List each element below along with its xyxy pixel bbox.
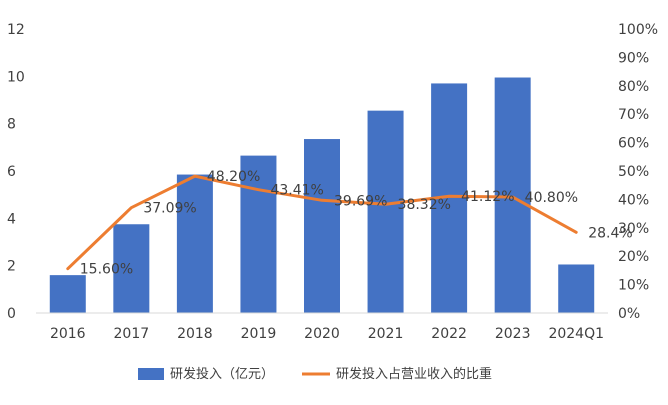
data-labels-group: 15.60% 37.09% 48.20% 43.41% 39.69% 38.32% 41.1…: [80, 169, 633, 278]
data-label-2022: 41.12%: [461, 189, 514, 205]
y-left-axis-group: 0 2 4 6 8 10 12: [7, 22, 25, 322]
data-label-2021: 38.32%: [398, 197, 451, 213]
y-right-tick-40pct: 40%: [618, 192, 649, 208]
y-left-tick-12: 12: [7, 22, 25, 38]
legend-line-label: 研发投入占营业收入的比重: [336, 366, 492, 382]
x-tick-2017: 2017: [114, 326, 150, 342]
data-label-2017: 37.09%: [143, 201, 196, 217]
data-label-2018: 48.20%: [207, 169, 260, 185]
legend: 研发投入（亿元） 研发投入占营业收入的比重: [138, 366, 492, 382]
line-group: [66, 174, 578, 271]
x-tick-2022: 2022: [431, 326, 467, 342]
bar-2016: [49, 275, 86, 313]
bar-2019: [240, 155, 277, 313]
y-right-tick-0pct: 0%: [618, 306, 640, 322]
y-left-tick-4: 4: [7, 211, 16, 227]
y-right-tick-100pct: 100%: [618, 22, 658, 38]
bar-2020: [304, 139, 340, 313]
x-tick-2021: 2021: [368, 326, 404, 342]
data-label-2024Q1: 28.4%: [588, 225, 632, 241]
bar-2023: [494, 77, 531, 314]
x-tick-2016: 2016: [50, 326, 86, 342]
x-tick-2019: 2019: [241, 326, 277, 342]
legend-bar-swatch: [138, 368, 164, 380]
x-ticks-group: 2016 2017 2018 2019 2020 2021 2022 2023 2024Q1: [50, 326, 604, 342]
y-right-tick-90pct: 90%: [618, 50, 649, 66]
y-right-tick-50pct: 50%: [618, 164, 649, 180]
bar-2024Q1: [558, 264, 595, 313]
x-tick-2018: 2018: [177, 326, 213, 342]
bar-2017: [113, 224, 150, 313]
y-left-tick-2: 2: [7, 259, 16, 275]
y-right-tick-10pct: 10%: [618, 278, 649, 294]
y-right-tick-20pct: 20%: [618, 249, 649, 265]
x-tick-2023: 2023: [495, 326, 531, 342]
data-label-2016: 15.60%: [80, 262, 133, 278]
x-tick-2020: 2020: [304, 326, 340, 342]
data-label-2019: 43.41%: [270, 183, 323, 199]
y-right-tick-80pct: 80%: [618, 79, 649, 95]
y-right-tick-70pct: 70%: [618, 107, 649, 123]
bars-group: [49, 77, 595, 314]
ratio-line: [66, 174, 578, 271]
bar-2021: [367, 110, 404, 314]
legend-bar-label: 研发投入（亿元）: [170, 366, 274, 382]
y-left-tick-0: 0: [7, 306, 16, 322]
y-right-tick-30pct: 30%: [618, 221, 649, 237]
data-label-2020: 39.69%: [334, 193, 387, 209]
y-left-tick-10: 10: [7, 69, 25, 85]
x-tick-2024Q1: 2024Q1: [548, 326, 604, 342]
y-left-tick-8: 8: [7, 117, 16, 133]
data-label-2023: 40.80%: [525, 190, 578, 206]
y-left-tick-6: 6: [7, 164, 16, 180]
y-right-tick-60pct: 60%: [618, 136, 649, 152]
bar-2018: [176, 174, 213, 313]
y-right-axis-group: 0% 10% 20% 30% 40% 50% 60% 70% 80% 90% 100%: [618, 22, 658, 322]
